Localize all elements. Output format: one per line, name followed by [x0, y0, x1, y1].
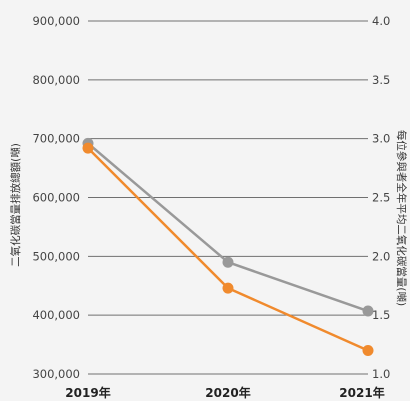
- data-point: [222, 282, 234, 294]
- data-point: [82, 142, 94, 154]
- left-tick-label: 900,000: [32, 14, 80, 28]
- data-point: [362, 344, 374, 356]
- left-axis-tick-labels: 300,000 400,000 500,000 600,000 700,000 800,0…: [32, 14, 80, 381]
- left-tick-label: 400,000: [32, 308, 80, 322]
- right-tick-label: 1.5: [372, 308, 390, 322]
- x-tick-label: 2019年: [65, 385, 110, 400]
- gridlines: [88, 20, 368, 375]
- x-tick-label: 2021年: [339, 385, 384, 400]
- right-tick-label: 2.0: [372, 249, 390, 263]
- left-axis-title: 二氧化碳當量排放總額(噸): [9, 143, 22, 267]
- x-axis-tick-labels: 2019年 2020年 2021年: [65, 385, 384, 400]
- data-point: [222, 256, 234, 268]
- right-tick-label: 1.0: [372, 367, 390, 381]
- right-axis-tick-labels: 1.0 1.5 2.0 2.5 3.0 3.5 4.0: [372, 14, 390, 381]
- right-tick-label: 2.5: [372, 191, 390, 205]
- left-tick-label: 600,000: [32, 191, 80, 205]
- right-axis-title: 每位參與者全年平均二氧化碳當量(噸): [395, 130, 408, 306]
- right-tick-label: 3.0: [372, 132, 390, 146]
- left-tick-label: 800,000: [32, 73, 80, 87]
- series-layer: [82, 137, 374, 356]
- x-tick-label: 2020年: [205, 385, 250, 400]
- right-tick-label: 3.5: [372, 73, 390, 87]
- right-tick-label: 4.0: [372, 14, 390, 28]
- left-tick-label: 500,000: [32, 249, 80, 263]
- left-tick-label: 300,000: [32, 367, 80, 381]
- data-point: [362, 305, 374, 317]
- left-tick-label: 700,000: [32, 132, 80, 146]
